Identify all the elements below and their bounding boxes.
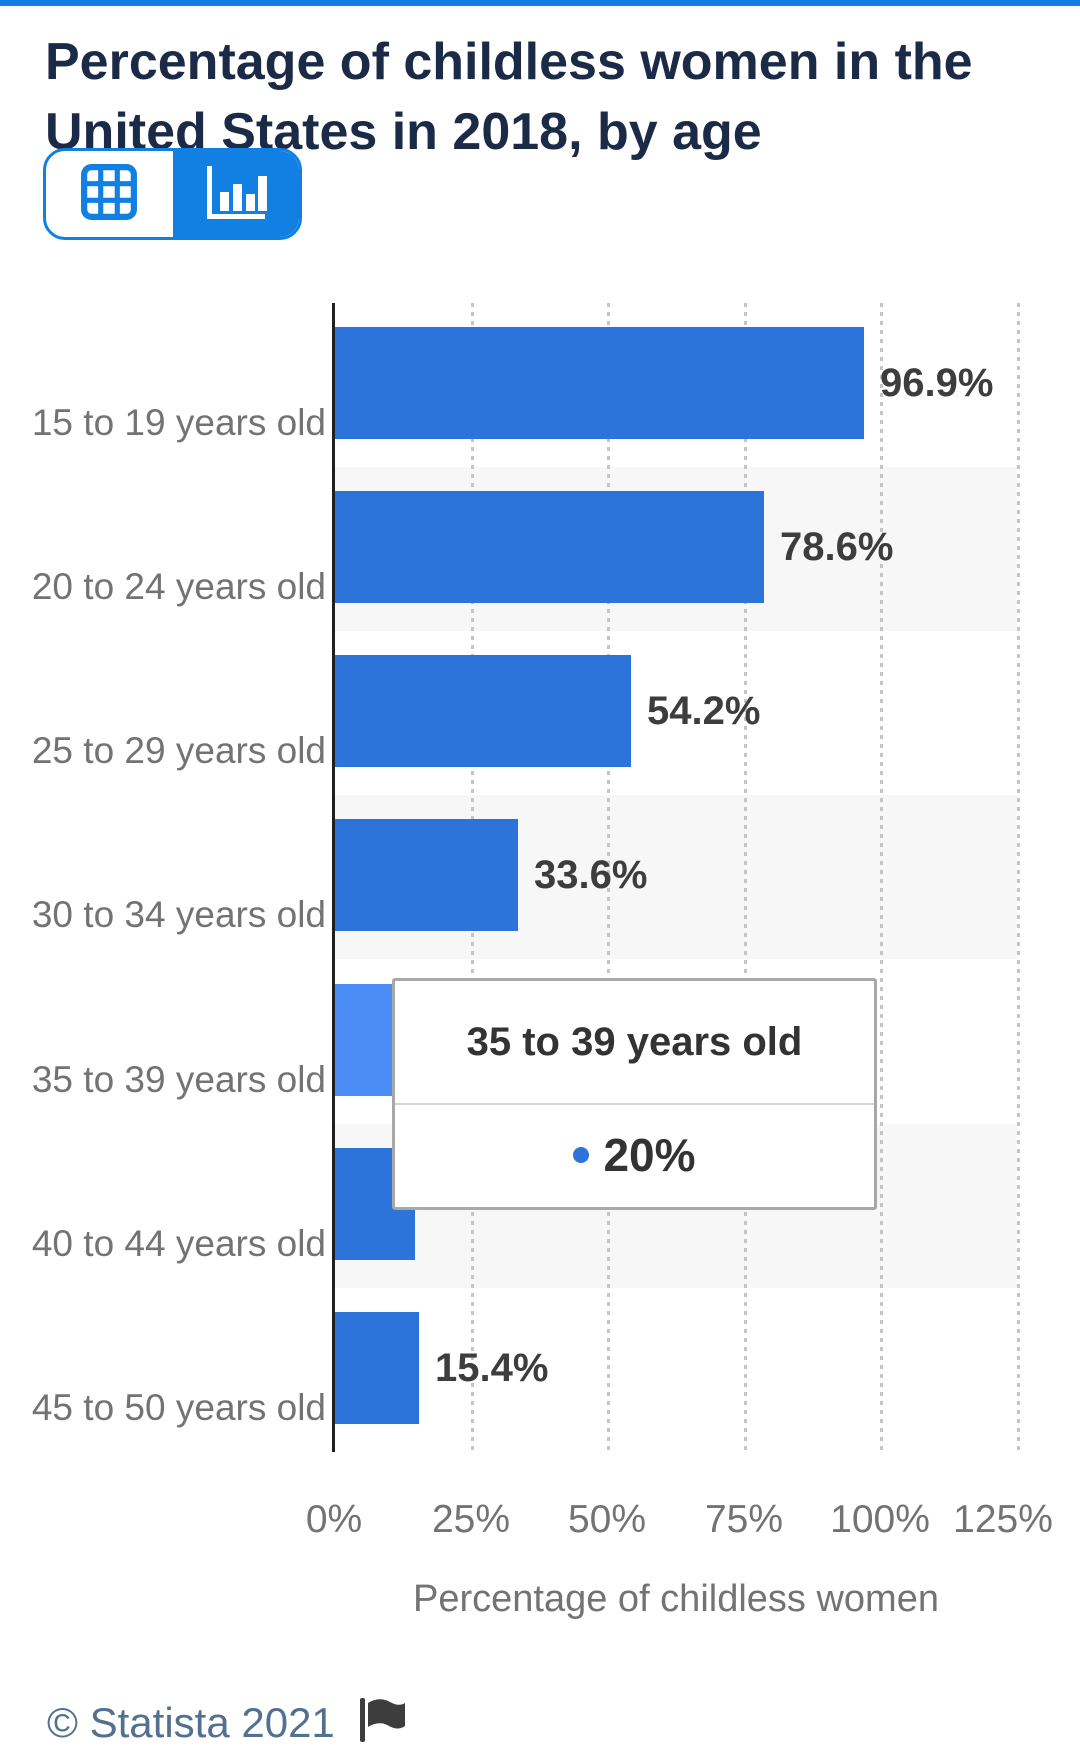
category-label: 25 to 29 years old bbox=[31, 730, 326, 771]
copyright-text: © Statista 2021 bbox=[47, 1699, 335, 1746]
chart-view-button[interactable] bbox=[172, 151, 299, 237]
category-label: 40 to 44 years old bbox=[31, 1223, 326, 1264]
tooltip-category: 35 to 39 years old bbox=[395, 981, 874, 1105]
category-label: 30 to 34 years old bbox=[31, 894, 326, 935]
x-tick-label: 75% bbox=[704, 1498, 784, 1541]
x-axis-title: Percentage of childless women bbox=[413, 1578, 939, 1620]
top-accent-strip bbox=[0, 0, 1080, 6]
bar[interactable] bbox=[335, 655, 631, 767]
page-title: Percentage of childless women in the Uni… bbox=[45, 32, 973, 161]
flag-icon bbox=[357, 1696, 407, 1754]
bar[interactable] bbox=[335, 327, 864, 439]
value-label: 15.4% bbox=[435, 1346, 549, 1390]
x-tick-label: 100% bbox=[830, 1498, 930, 1541]
tooltip-value-row: 20% bbox=[395, 1105, 874, 1205]
tooltip: 35 to 39 years old 20% bbox=[392, 978, 877, 1210]
bar[interactable] bbox=[335, 491, 764, 603]
gridline bbox=[880, 303, 883, 1452]
footer: © Statista 2021 bbox=[47, 1692, 407, 1754]
gridline bbox=[607, 303, 610, 1452]
gridline bbox=[1017, 303, 1020, 1452]
category-label: 35 to 39 years old bbox=[31, 1059, 326, 1100]
x-tick-label: 50% bbox=[567, 1498, 647, 1541]
bar[interactable] bbox=[335, 1312, 419, 1424]
tooltip-value: 20% bbox=[603, 1129, 696, 1181]
table-view-button[interactable] bbox=[46, 151, 173, 237]
x-tick-label: 125% bbox=[953, 1498, 1053, 1541]
table-icon bbox=[80, 163, 138, 226]
bar-chart-icon bbox=[203, 162, 269, 227]
value-label: 33.6% bbox=[534, 853, 648, 897]
view-toggle bbox=[43, 148, 302, 240]
value-label: 96.9% bbox=[880, 361, 994, 405]
category-label: 45 to 50 years old bbox=[31, 1387, 326, 1428]
gridline bbox=[744, 303, 747, 1452]
value-label: 78.6% bbox=[780, 525, 894, 569]
x-tick-label: 25% bbox=[431, 1498, 511, 1541]
series-marker-dot-icon bbox=[573, 1147, 590, 1163]
category-label: 20 to 24 years old bbox=[31, 566, 326, 607]
bar[interactable] bbox=[335, 819, 518, 931]
value-label: 54.2% bbox=[647, 689, 761, 733]
x-tick-label: 0% bbox=[305, 1498, 363, 1541]
category-label: 15 to 19 years old bbox=[31, 402, 326, 443]
y-axis-line bbox=[332, 303, 335, 1452]
